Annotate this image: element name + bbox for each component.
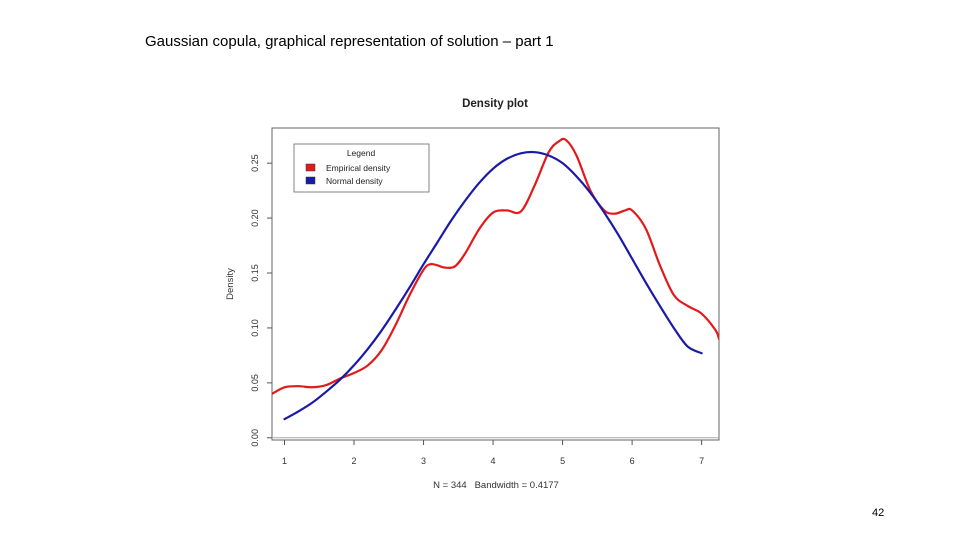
y-tick-label: 0.10: [250, 319, 260, 337]
page-number: 42: [872, 507, 885, 519]
y-tick-label: 0.05: [250, 374, 260, 392]
x-tick-label: 2: [352, 456, 357, 466]
y-tick-label: 0.00: [250, 429, 260, 447]
y-tick-label: 0.25: [250, 154, 260, 172]
y-tick-label: 0.15: [250, 264, 260, 282]
series-layer: [272, 137, 719, 421]
x-tick-label: 5: [560, 456, 565, 466]
legend: Legend Empirical density Normal density: [293, 143, 430, 193]
empirical-density-line: [272, 137, 719, 395]
x-axis: 1 2 3 4 5 6 7: [282, 440, 704, 466]
legend-swatch-empirical: [305, 163, 316, 172]
y-axis-label: Density: [225, 268, 236, 300]
y-axis: 0.00 0.05 0.10 0.15 0.20 0.25: [250, 154, 272, 447]
legend-swatch-normal: [305, 176, 316, 185]
plot-frame: [271, 127, 720, 441]
x-tick-label: 3: [421, 456, 426, 466]
x-axis-label: N = 344 Bandwidth = 0.4177: [433, 480, 559, 491]
normal-density-line: [283, 150, 703, 421]
legend-label-empirical: Empirical density: [326, 163, 391, 173]
slide-title: Gaussian copula, graphical representatio…: [145, 33, 554, 50]
x-tick-label: 1: [282, 456, 287, 466]
x-tick-label: 6: [630, 456, 635, 466]
y-tick-label: 0.20: [250, 209, 260, 227]
legend-label-normal: Normal density: [326, 176, 383, 186]
x-tick-label: 4: [491, 456, 496, 466]
chart-title: Density plot: [462, 98, 528, 110]
legend-box: [293, 143, 430, 193]
legend-title: Legend: [347, 148, 376, 158]
x-tick-label: 7: [699, 456, 704, 466]
